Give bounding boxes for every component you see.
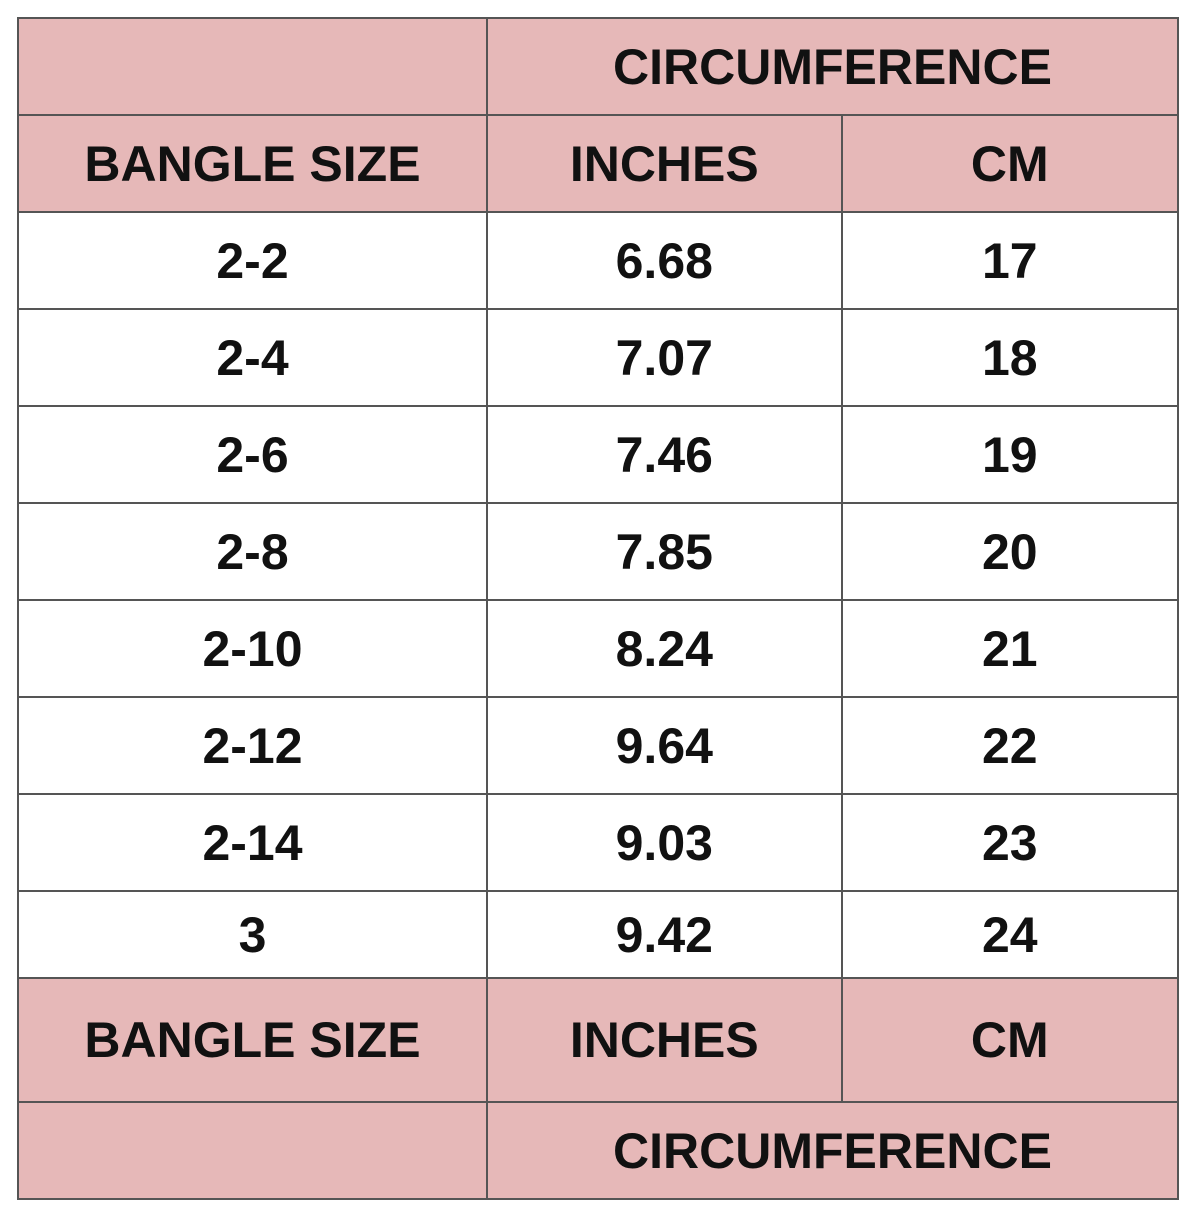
header-inches: INCHES <box>485 114 843 213</box>
header-empty-cell <box>17 17 488 116</box>
inches-cell: 9.64 <box>485 696 843 795</box>
inches-cell: 9.42 <box>485 890 843 979</box>
size-cell: 2-10 <box>17 599 488 698</box>
size-cell: 2-8 <box>17 502 488 601</box>
header-columns-row: BANGLE SIZE INCHES CM <box>17 114 1180 213</box>
inches-cell: 9.03 <box>485 793 843 892</box>
cm-cell: 19 <box>840 405 1180 504</box>
size-cell: 2-2 <box>17 211 488 310</box>
cm-cell: 17 <box>840 211 1180 310</box>
header-group-row: CIRCUMFERENCE <box>17 17 1180 116</box>
size-cell: 3 <box>17 890 488 979</box>
table-row: 2-6 7.46 19 <box>17 405 1180 504</box>
cm-cell: 20 <box>840 502 1180 601</box>
footer-empty-cell <box>17 1101 488 1200</box>
inches-cell: 7.07 <box>485 308 843 407</box>
table-row: 3 9.42 24 <box>17 890 1180 979</box>
table-row: 2-14 9.03 23 <box>17 793 1180 892</box>
inches-cell: 6.68 <box>485 211 843 310</box>
cm-cell: 22 <box>840 696 1180 795</box>
size-cell: 2-4 <box>17 308 488 407</box>
cm-cell: 24 <box>840 890 1180 979</box>
size-cell: 2-6 <box>17 405 488 504</box>
cm-cell: 21 <box>840 599 1180 698</box>
size-cell: 2-12 <box>17 696 488 795</box>
inches-cell: 7.85 <box>485 502 843 601</box>
bangle-size-table: CIRCUMFERENCE BANGLE SIZE INCHES CM 2-2 6… <box>17 17 1180 1200</box>
footer-inches: INCHES <box>485 977 843 1103</box>
table-row: 2-4 7.07 18 <box>17 308 1180 407</box>
table-row: 2-2 6.68 17 <box>17 211 1180 310</box>
inches-cell: 7.46 <box>485 405 843 504</box>
header-bangle-size: BANGLE SIZE <box>17 114 488 213</box>
footer-group-row: CIRCUMFERENCE <box>17 1101 1180 1200</box>
size-cell: 2-14 <box>17 793 488 892</box>
header-circumference: CIRCUMFERENCE <box>485 17 1180 116</box>
footer-bangle-size: BANGLE SIZE <box>17 977 488 1103</box>
header-cm: CM <box>840 114 1180 213</box>
table-row: 2-12 9.64 22 <box>17 696 1180 795</box>
inches-cell: 8.24 <box>485 599 843 698</box>
footer-columns-row: BANGLE SIZE INCHES CM <box>17 977 1180 1103</box>
table-row: 2-8 7.85 20 <box>17 502 1180 601</box>
cm-cell: 23 <box>840 793 1180 892</box>
footer-circumference: CIRCUMFERENCE <box>485 1101 1180 1200</box>
cm-cell: 18 <box>840 308 1180 407</box>
table-row: 2-10 8.24 21 <box>17 599 1180 698</box>
footer-cm: CM <box>840 977 1180 1103</box>
